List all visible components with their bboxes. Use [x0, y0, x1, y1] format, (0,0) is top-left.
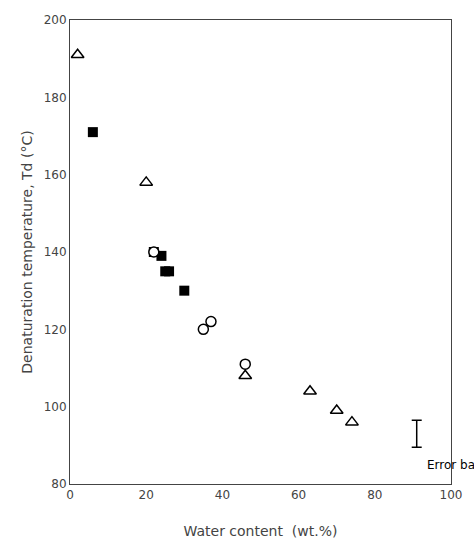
svg-text:Denaturation temperature, Td (: Denaturation temperature, Td (°C) [19, 130, 35, 373]
svg-text:0: 0 [66, 488, 74, 502]
svg-text:Water content (wt.%): Water content (wt.%) [184, 523, 338, 539]
svg-text:200: 200 [44, 13, 67, 27]
svg-text:80: 80 [51, 477, 66, 491]
svg-text:80: 80 [367, 488, 382, 502]
svg-text:180: 180 [44, 91, 67, 105]
svg-text:60: 60 [291, 488, 306, 502]
svg-text:120: 120 [44, 323, 67, 337]
svg-text:160: 160 [44, 168, 67, 182]
svg-text:20: 20 [139, 488, 154, 502]
svg-text:40: 40 [215, 488, 230, 502]
svg-text:100: 100 [44, 400, 67, 414]
svg-text:140: 140 [44, 245, 67, 259]
svg-text:100: 100 [440, 488, 463, 502]
svg-text:Error bar: Error bar [427, 458, 474, 472]
